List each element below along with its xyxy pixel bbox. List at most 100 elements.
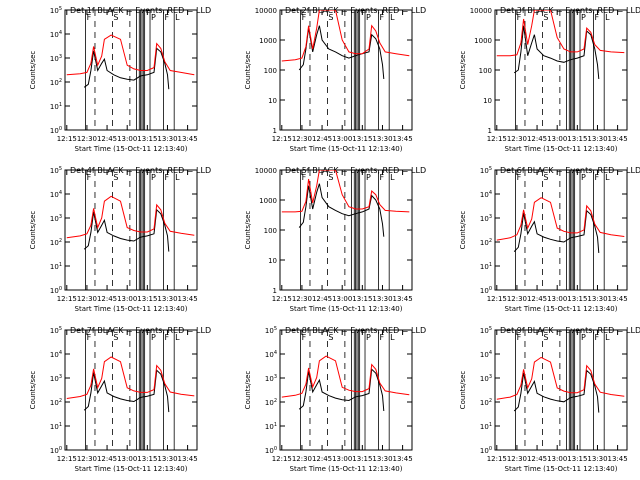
time-marker-label: S	[543, 333, 548, 342]
x-tick-label: 12:45	[312, 295, 332, 303]
lld-series-line	[66, 34, 195, 76]
x-axis-label: Start Time (15-Oct-11 12:13:40)	[75, 145, 188, 153]
x-tick-label: 13:30	[372, 295, 392, 303]
x-tick-label: 12:15	[57, 295, 77, 303]
time-marker-label: P	[151, 333, 156, 342]
x-tick-label: 13:45	[608, 135, 628, 143]
x-tick-label: 13:45	[393, 295, 413, 303]
time-marker-label: F	[594, 173, 599, 182]
y-tick-label: 10000	[470, 7, 492, 15]
chart-panel-1: Det 1f BLACK = Events, RED = LLDCounts/s…	[29, 6, 211, 153]
y-tick-label: 10	[483, 97, 492, 105]
y-tick-label: 105	[480, 166, 492, 175]
time-marker-label: L	[175, 333, 180, 342]
time-marker-label: S	[543, 13, 548, 22]
y-tick-label: 105	[50, 166, 62, 175]
chart-panel-9: Det 9f BLACK = Events, RED = LLD Counts/s…	[459, 326, 640, 473]
y-tick-label: 100	[264, 67, 277, 75]
x-tick-label: 13:00	[117, 135, 137, 143]
x-tick-label: 12:15	[272, 135, 292, 143]
x-tick-label: 13:30	[157, 455, 177, 463]
y-tick-label: 103	[480, 214, 492, 223]
x-axis-label: Start Time (15-Oct-11 12:13:40)	[290, 465, 403, 473]
x-tick-label: 13:15	[137, 455, 157, 463]
y-tick-label: 100	[50, 446, 62, 455]
y-axis-label: Counts/sec	[29, 51, 37, 90]
chart-title: Det 3f BLACK = Events, RED = LLD	[500, 6, 640, 15]
time-marker-label: S	[328, 333, 333, 342]
time-marker-label: P	[366, 173, 371, 182]
y-tick-label: 103	[480, 374, 492, 383]
time-marker-label: P	[366, 333, 371, 342]
y-tick-label: 100	[480, 446, 492, 455]
events-series-line	[83, 47, 170, 90]
y-tick-label: 103	[50, 214, 62, 223]
chart-title: Det 9f BLACK = Events, RED = LLD	[500, 326, 640, 335]
time-marker-label: F	[517, 333, 522, 342]
x-tick-label: 12:45	[312, 455, 332, 463]
events-series-line	[298, 183, 385, 237]
x-axis-label: Start Time (15-Oct-11 12:13:40)	[505, 465, 618, 473]
x-tick-label: 13:30	[157, 295, 177, 303]
x-tick-label: 12:45	[527, 455, 547, 463]
time-marker-label: S	[328, 13, 333, 22]
lld-series-line	[281, 355, 410, 398]
y-tick-label: 104	[265, 350, 277, 359]
y-axis-label: Counts/sec	[459, 51, 467, 90]
x-axis-label: Start Time (15-Oct-11 12:13:40)	[75, 465, 188, 473]
x-tick-label: 13:00	[117, 295, 137, 303]
time-marker-label: F	[517, 173, 522, 182]
lld-series-line	[66, 195, 195, 239]
y-tick-label: 102	[265, 398, 277, 407]
time-marker-label: L	[390, 173, 395, 182]
x-tick-label: 13:00	[547, 295, 567, 303]
x-tick-label: 12:30	[507, 455, 527, 463]
chart-panel-4: Det 4f BLACK = Events, RED = LLDCounts/s…	[29, 166, 211, 313]
x-tick-label: 13:30	[372, 135, 392, 143]
y-tick-label: 104	[50, 30, 62, 39]
lld-series-line	[281, 170, 410, 213]
time-marker-label: F	[87, 333, 92, 342]
x-tick-label: 13:15	[137, 295, 157, 303]
y-tick-label: 102	[480, 398, 492, 407]
x-tick-label: 12:45	[97, 455, 117, 463]
x-tick-label: 12:30	[77, 295, 97, 303]
y-axis-label: Counts/sec	[244, 371, 252, 410]
x-tick-label: 12:45	[97, 295, 117, 303]
y-tick-label: 102	[50, 238, 62, 247]
y-tick-label: 10000	[255, 167, 277, 175]
time-marker-label: F	[594, 13, 599, 22]
x-tick-label: 12:45	[527, 295, 547, 303]
x-tick-label: 12:15	[272, 455, 292, 463]
y-axis-label: Counts/sec	[29, 211, 37, 250]
y-tick-label: 104	[480, 190, 492, 199]
x-tick-label: 13:15	[567, 295, 587, 303]
plot-frame	[494, 329, 628, 451]
time-marker-label: F	[379, 333, 384, 342]
y-axis-label: Counts/sec	[244, 51, 252, 90]
x-tick-label: 12:15	[57, 135, 77, 143]
y-tick-label: 102	[50, 398, 62, 407]
plot-frame	[64, 329, 198, 451]
plot-frame	[494, 169, 628, 291]
y-tick-label: 101	[50, 262, 62, 271]
x-axis-label: Start Time (15-Oct-11 12:13:40)	[505, 305, 618, 313]
events-series-line	[513, 209, 600, 253]
y-tick-label: 1000	[474, 37, 492, 45]
x-tick-label: 12:15	[487, 295, 507, 303]
time-marker-label: F	[379, 173, 384, 182]
time-marker-label: F	[594, 333, 599, 342]
time-marker-label: L	[605, 13, 610, 22]
x-tick-label: 13:30	[157, 135, 177, 143]
y-tick-label: 101	[480, 422, 492, 431]
x-tick-label: 13:15	[567, 455, 587, 463]
y-tick-label: 103	[265, 374, 277, 383]
time-marker-label: P	[366, 13, 371, 22]
x-tick-label: 12:15	[487, 455, 507, 463]
y-tick-label: 105	[265, 326, 277, 335]
time-marker-label: L	[390, 333, 395, 342]
y-tick-label: 1000	[259, 37, 277, 45]
x-tick-label: 13:45	[608, 455, 628, 463]
chart-panel-8: Det 8f BLACK = Events, RED = LLDCounts/s…	[244, 326, 426, 473]
